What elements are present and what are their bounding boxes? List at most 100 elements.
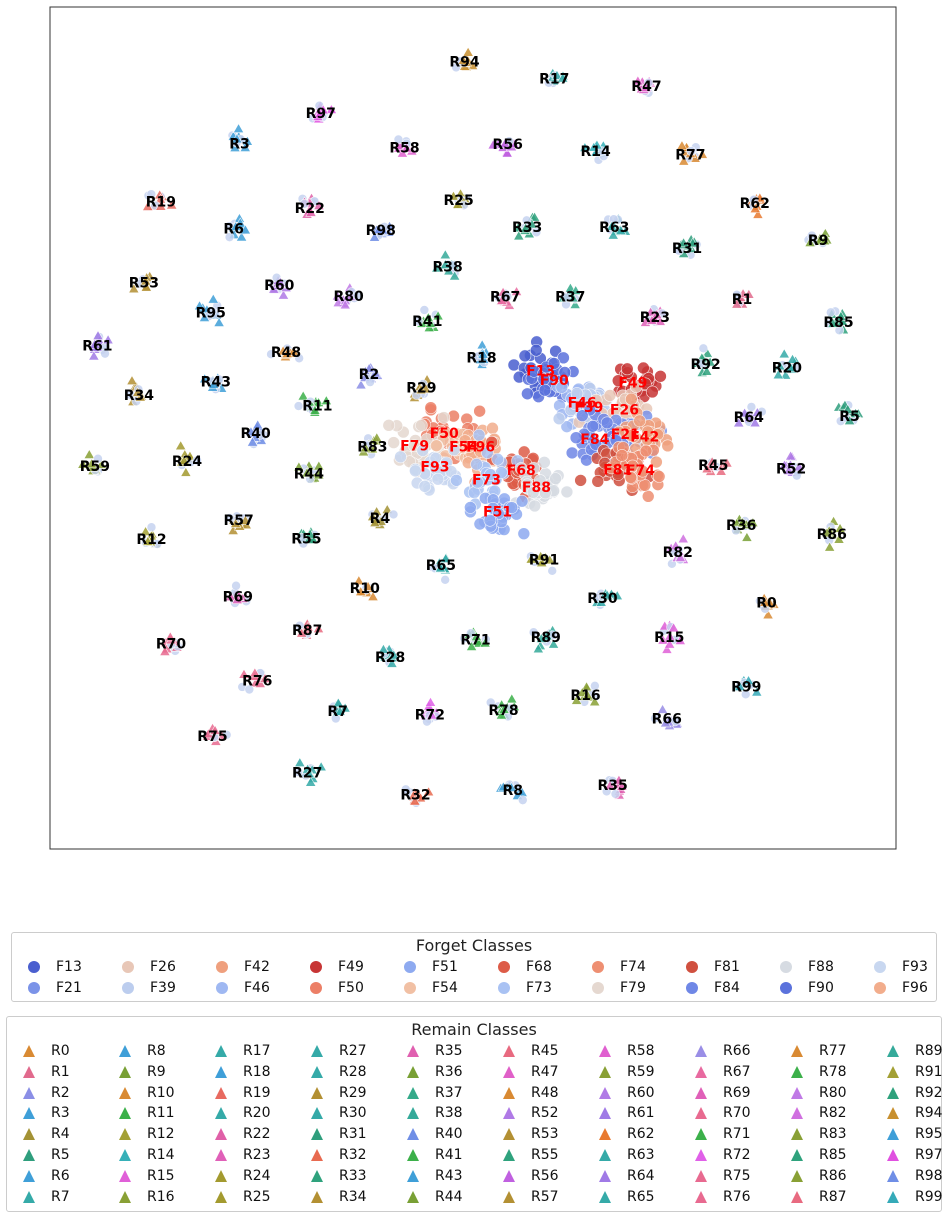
legend-label-r64: R64 (627, 1167, 655, 1184)
legend-marker-f54 (404, 982, 416, 994)
r22-mixed-point (299, 199, 310, 209)
r77-mixed-point (686, 146, 696, 156)
legend-label-r30: R30 (339, 1105, 367, 1122)
label-f90: F90 (540, 373, 569, 389)
legend-label-r8: R8 (147, 1043, 166, 1059)
f93-point (394, 450, 407, 464)
legend-marker-r86 (791, 1169, 803, 1182)
legend-marker-r99 (887, 1190, 899, 1203)
legend-marker-r28 (311, 1065, 323, 1078)
r3-point (239, 141, 252, 152)
legend-marker-r62 (599, 1128, 611, 1141)
f84-point (580, 453, 593, 467)
label-r43: R43 (201, 375, 231, 391)
f73-point (471, 475, 484, 489)
legend-marker-r36 (407, 1065, 419, 1078)
f90-point (557, 351, 570, 365)
label-r22: R22 (295, 201, 325, 217)
legend-label-r87: R87 (819, 1188, 847, 1205)
r3-point (231, 133, 243, 144)
label-r71: R71 (460, 632, 490, 648)
r6-mixed-point (224, 232, 235, 242)
label-r57: R57 (224, 513, 254, 529)
f81-point (574, 474, 587, 487)
legend-label-r28: R28 (339, 1063, 367, 1080)
f79-point (420, 433, 434, 446)
legend-label-f79: F79 (620, 980, 646, 996)
r19-mixed-point (146, 189, 157, 199)
legend-label-r60: R60 (627, 1084, 655, 1101)
f93-point (447, 443, 461, 457)
f79-point (387, 436, 400, 449)
legend-marker-r16 (119, 1190, 131, 1203)
f73-point (450, 474, 463, 487)
f88-point (526, 486, 540, 499)
forget-legend-title: Forget Classes (415, 936, 533, 955)
legend-marker-r57 (503, 1190, 515, 1203)
label-r19: R19 (146, 195, 176, 211)
r19-point (165, 199, 178, 210)
r77-point (678, 155, 690, 166)
label-r47: R47 (631, 79, 661, 95)
f88-point (560, 485, 574, 499)
legend-marker-r67 (695, 1065, 707, 1078)
f74-point (639, 444, 653, 458)
remain-legend-title: Remain Classes (411, 1020, 537, 1039)
legend-label-r40: R40 (435, 1126, 463, 1143)
legend-marker-r52 (503, 1107, 515, 1120)
legend-label-r56: R56 (531, 1167, 559, 1184)
r17-point (557, 72, 569, 83)
legend-marker-r17 (215, 1045, 227, 1057)
legend-marker-r72 (695, 1149, 707, 1161)
legend-label-r98: R98 (915, 1167, 943, 1184)
legend-label-r3: R3 (51, 1105, 70, 1122)
f79-point (415, 419, 428, 432)
label-r15: R15 (654, 630, 684, 646)
legend-label-r89: R89 (915, 1043, 943, 1059)
label-r66: R66 (652, 711, 682, 727)
legend-marker-r29 (311, 1086, 323, 1099)
legend-marker-r47 (503, 1065, 515, 1078)
r56-point (499, 138, 511, 149)
label-r9: R9 (808, 233, 829, 249)
legend-label-f21: F21 (56, 980, 82, 996)
legend-marker-r11 (119, 1107, 131, 1120)
label-r6: R6 (223, 221, 244, 237)
label-r69: R69 (223, 589, 253, 605)
legend-marker-f74 (592, 961, 604, 973)
r65-mixed-point (440, 574, 450, 585)
r6-point (239, 224, 252, 235)
f96-point (486, 421, 499, 435)
r19-point (141, 200, 154, 211)
f79-point (437, 411, 451, 424)
label-r17: R17 (539, 72, 569, 88)
legend-marker-r23 (215, 1149, 227, 1161)
legend-marker-f39 (122, 982, 134, 994)
legend-marker-r5 (23, 1149, 35, 1161)
label-r75: R75 (197, 729, 227, 745)
legend-marker-r14 (119, 1149, 131, 1161)
label-r10: R10 (350, 581, 381, 597)
legend-label-r83: R83 (819, 1126, 847, 1143)
f79-point (382, 419, 396, 432)
f73-point (470, 457, 483, 471)
label-r80: R80 (334, 289, 365, 305)
legend-label-r67: R67 (723, 1063, 751, 1080)
legend-label-f46: F46 (244, 980, 270, 996)
label-r3: R3 (229, 136, 250, 152)
legend-marker-r40 (407, 1128, 419, 1141)
r22-point (305, 206, 317, 217)
legend-label-r11: R11 (147, 1105, 175, 1122)
legend-label-r18: R18 (243, 1063, 271, 1080)
legend-label-f84: F84 (714, 980, 740, 996)
label-f79: F79 (400, 439, 429, 455)
r58-point (396, 147, 409, 158)
label-r7: R7 (327, 704, 348, 720)
legend-marker-r15 (119, 1169, 131, 1182)
label-r40: R40 (240, 426, 271, 442)
f88-point (538, 456, 551, 469)
label-r82: R82 (663, 545, 693, 561)
r14-point (588, 141, 600, 152)
f49-point (646, 385, 659, 399)
r47-point (640, 81, 652, 92)
